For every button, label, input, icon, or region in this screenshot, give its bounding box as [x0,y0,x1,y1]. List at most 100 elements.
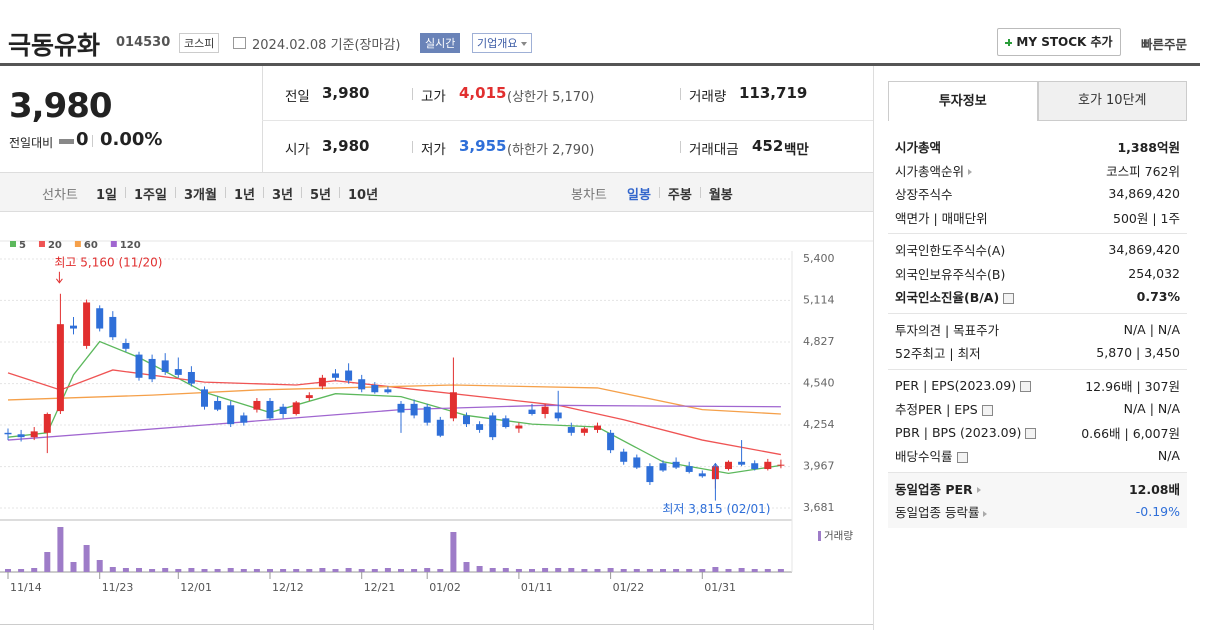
candle-body [187,371,195,384]
info-row: 시가총액 1,388억원 [888,135,1187,159]
volume-bar [214,569,221,572]
volume-bar [646,569,653,572]
separator [125,187,127,198]
period-tab[interactable]: 3년 [271,188,293,203]
candle-body [345,370,353,381]
volume-bar [764,569,771,572]
info-row: 액면가 | 매매단위 500원 | 1주 [888,206,1187,230]
separator [224,187,226,198]
high-label: 고가 [421,89,446,105]
y-tick-label: 5,400 [803,252,835,265]
candle-body [201,389,208,407]
volume-bar [660,569,666,572]
volume-bar [345,568,352,572]
candle-body [4,432,12,435]
dropdown-icon [520,42,527,46]
info-label-wrap: 동일업종 PER [895,479,981,498]
candle-body [541,406,549,414]
candle-body [253,400,261,410]
help-icon[interactable] [1020,380,1032,392]
period-tab[interactable]: 5년 [309,188,331,203]
open: 3,980 [322,137,370,155]
candle-body [148,358,156,380]
help-icon[interactable] [981,405,993,417]
info-row: 상장주식수 34,869,420 [888,182,1187,206]
help-icon[interactable] [1003,293,1015,305]
info-value: 12.08배 [1128,481,1180,497]
info-label-wrap: 외국인한도주식수(A) [895,240,1005,259]
info-value: N/A | N/A [1123,401,1180,417]
help-icon[interactable] [956,452,968,464]
period-tab[interactable]: 1년 [233,188,255,203]
info-value: 0.73% [1136,289,1180,305]
y-tick-label: 4,540 [803,377,835,390]
volume-legend-swatch [818,531,821,541]
y-tick-label: 4,254 [803,418,835,431]
high: 4,015 [459,84,507,102]
legend-label: 20 [48,240,62,251]
company-button[interactable]: 기업개요 [472,33,532,53]
period-tab[interactable]: 1주일 [134,188,167,203]
y-tick-label: 3,967 [803,460,835,473]
candle-body [554,412,562,419]
volume-bar [293,569,300,572]
period-tab[interactable]: 주봉 [667,188,692,203]
volume-bar [542,568,549,572]
volume-bar [686,569,693,572]
info-label-wrap: 액면가 | 매매단위 [895,208,988,227]
period-tab[interactable]: 10년 [348,188,379,203]
candle-body [502,418,510,428]
low: 3,955 [459,137,507,155]
candle-body [109,316,117,338]
candle-body [633,457,641,468]
period-tab[interactable]: 월봉 [708,188,733,203]
info-row: 동일업종 등락률 -0.19% [888,500,1187,524]
y-tick-label: 3,681 [803,501,835,514]
volume-bar [162,568,169,572]
realtime-badge[interactable]: 실시간 [420,33,461,53]
company-label: 기업개요 [477,37,518,50]
period-tab[interactable]: 1일 [96,188,118,203]
x-tick-label: 01/31 [704,581,736,594]
stock-chart: 5 20 60 120 5,400 5,114 4,827 4,540 4,254 3,967 3,… [0,240,873,594]
period-tab[interactable]: 3개월 [183,188,217,203]
volume-bar [751,569,758,572]
period-tabs: 선차트 1일 1주일 3개월 1년 3년 5년 10년 봉차트 일봉 주봉 월봉 [0,173,873,212]
tab-group-label: 선차트 [42,188,78,203]
volume-bar [44,552,51,572]
info-value: 254,032 [1128,265,1180,281]
info-label-wrap: 52주최고 | 최저 [895,343,981,362]
candle-body [384,389,392,393]
info-label-wrap: 배당수익률 [895,446,968,465]
candle-body [135,354,143,378]
help-icon[interactable] [1025,427,1037,439]
volume-bar [529,569,535,572]
info-row: 배당수익률 N/A [888,444,1187,468]
candle-body [607,432,615,451]
candle-body [17,434,25,438]
volume-bar [424,568,431,572]
volume-label: 거래량 [824,530,853,542]
candle-body [70,325,77,329]
info-tab[interactable]: 호가 10단계 [1037,81,1187,121]
candle-body [672,461,680,468]
separator [412,88,413,100]
volume-bar [70,562,77,572]
candle-body [240,415,248,423]
candle-body [371,385,379,393]
quick-order[interactable]: 빠른주문 [1141,37,1188,52]
amount: 452 [752,137,784,155]
mystock-button[interactable]: MY STOCK 추가 [997,28,1121,56]
info-label-wrap: 동일업종 등락률 [895,502,988,521]
volume-bar [581,569,588,572]
bottom-rule [0,624,873,625]
info-label: 시가총액 [895,140,942,156]
candle-body [449,392,457,419]
volume-bar [607,568,614,572]
candle-body [96,308,104,329]
info-label: 외국인보유주식수(B) [895,266,1006,282]
volume-bar [450,532,457,572]
info-tab[interactable]: 투자정보 [888,81,1038,121]
period-tab[interactable]: 일봉 [627,188,651,203]
